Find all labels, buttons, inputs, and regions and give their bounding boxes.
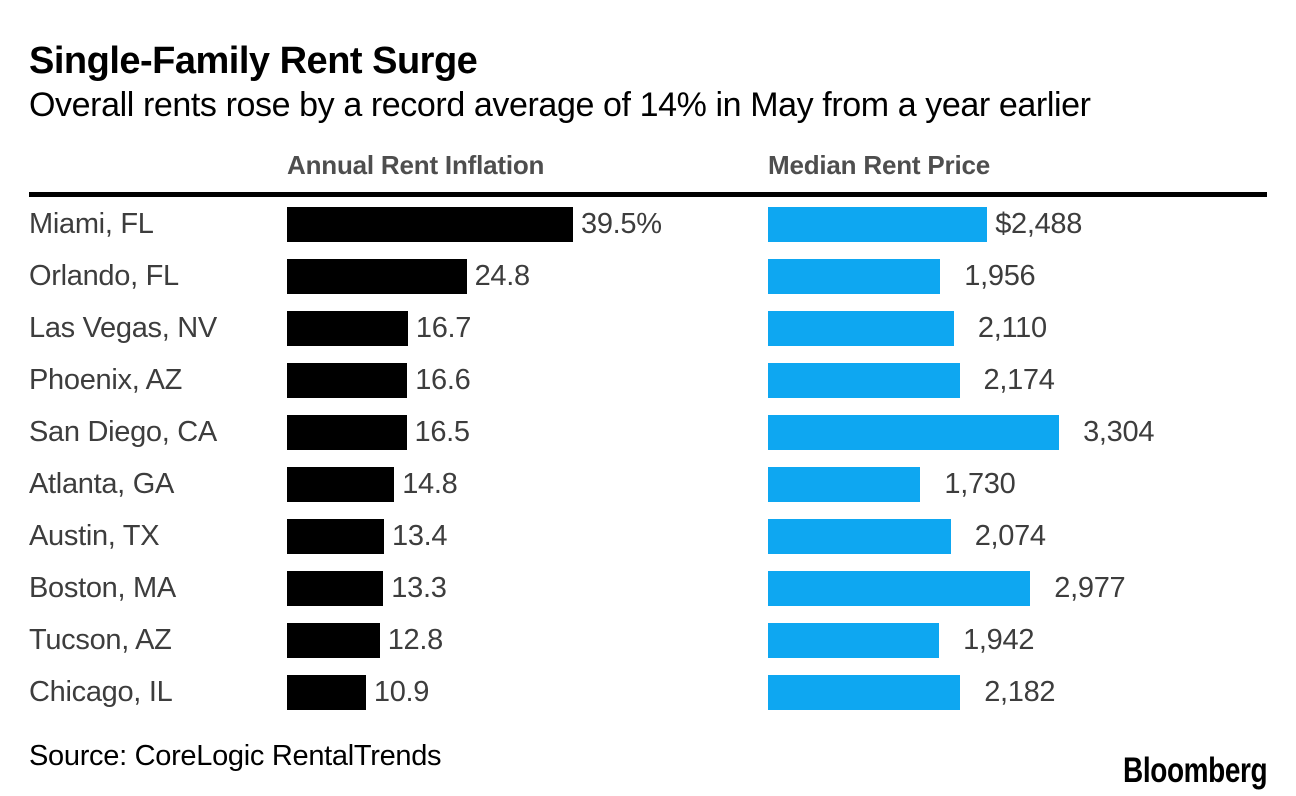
- city-label: Boston, MA: [29, 572, 176, 604]
- price-value: 3,304: [1083, 416, 1155, 448]
- city-label: San Diego, CA: [29, 416, 217, 448]
- city-label: Phoenix, AZ: [29, 364, 183, 396]
- price-bar: [768, 519, 951, 554]
- price-bar: [768, 259, 941, 294]
- bloomberg-logo: Bloomberg: [1122, 751, 1268, 790]
- inflation-value: 13.4: [392, 520, 448, 552]
- price-value: 2,182: [984, 676, 1056, 708]
- price-value: 1,942: [963, 624, 1035, 656]
- header-divider-rule: [29, 192, 1267, 197]
- inflation-bar: [287, 415, 407, 450]
- column-header-annual-rent-inflation: Annual Rent Inflation: [287, 150, 545, 180]
- chart-subtitle: Overall rents rose by a record average o…: [29, 86, 1091, 124]
- inflation-value: 39.5%: [581, 208, 662, 240]
- city-label: Austin, TX: [29, 520, 160, 552]
- inflation-value: 16.6: [415, 364, 471, 396]
- price-value: 2,174: [983, 364, 1055, 396]
- inflation-bar: [287, 363, 408, 398]
- chart-row: San Diego, CA 16.5 3,304: [0, 406, 1296, 458]
- chart-row: Miami, FL 39.5% $2,488: [0, 198, 1296, 250]
- inflation-bar: [287, 467, 395, 502]
- chart-title: Single-Family Rent Surge: [29, 40, 478, 82]
- price-value: 1,730: [944, 468, 1016, 500]
- chart-row: Las Vegas, NV 16.7 2,110: [0, 302, 1296, 354]
- price-bar: [768, 311, 954, 346]
- price-value: 2,977: [1054, 572, 1126, 604]
- city-label: Chicago, IL: [29, 676, 173, 708]
- inflation-value: 10.9: [373, 676, 430, 708]
- chart-row: Chicago, IL 10.9 2,182: [0, 666, 1296, 718]
- price-bar: [768, 207, 988, 242]
- inflation-value: 24.8: [474, 260, 531, 292]
- inflation-value: 14.8: [402, 468, 458, 500]
- chart-row: Boston, MA 13.3 2,977: [0, 562, 1296, 614]
- inflation-bar: [287, 675, 366, 710]
- city-label: Tucson, AZ: [29, 624, 172, 656]
- price-bar: [768, 363, 960, 398]
- price-bar: [768, 415, 1060, 450]
- source-text: Source: CoreLogic RentalTrends: [29, 740, 442, 772]
- price-bar: [768, 467, 921, 502]
- column-header-median-rent-price: Median Rent Price: [768, 150, 990, 180]
- chart-row: Tucson, AZ 12.8 1,942: [0, 614, 1296, 666]
- inflation-value: 16.5: [414, 416, 471, 448]
- inflation-bar: [287, 311, 408, 346]
- inflation-value: 13.3: [391, 572, 447, 604]
- inflation-bar: [287, 207, 573, 242]
- price-bar: [768, 623, 940, 658]
- city-label: Las Vegas, NV: [29, 312, 217, 344]
- inflation-bar: [287, 571, 384, 606]
- chart-row: Atlanta, GA 14.8 1,730: [0, 458, 1296, 510]
- inflation-bar: [287, 623, 380, 658]
- price-bar: [768, 571, 1031, 606]
- price-value: 2,074: [974, 520, 1046, 552]
- chart-row: Austin, TX 13.4 2,074: [0, 510, 1296, 562]
- chart-row: Orlando, FL 24.8 1,956: [0, 250, 1296, 302]
- city-label: Orlando, FL: [29, 260, 179, 292]
- price-value: $2,488: [995, 208, 1083, 240]
- price-value: 1,956: [964, 260, 1036, 292]
- price-bar: [768, 675, 961, 710]
- city-label: Miami, FL: [29, 208, 154, 240]
- price-value: 2,110: [977, 312, 1047, 344]
- inflation-value: 12.8: [387, 624, 444, 656]
- city-label: Atlanta, GA: [29, 468, 174, 500]
- inflation-value: 16.7: [415, 312, 472, 344]
- inflation-bar: [287, 259, 467, 294]
- chart-row: Phoenix, AZ 16.6 2,174: [0, 354, 1296, 406]
- inflation-bar: [287, 519, 384, 554]
- chart-rows: Miami, FL 39.5% $2,488 Orlando, FL 24.8 …: [0, 198, 1296, 718]
